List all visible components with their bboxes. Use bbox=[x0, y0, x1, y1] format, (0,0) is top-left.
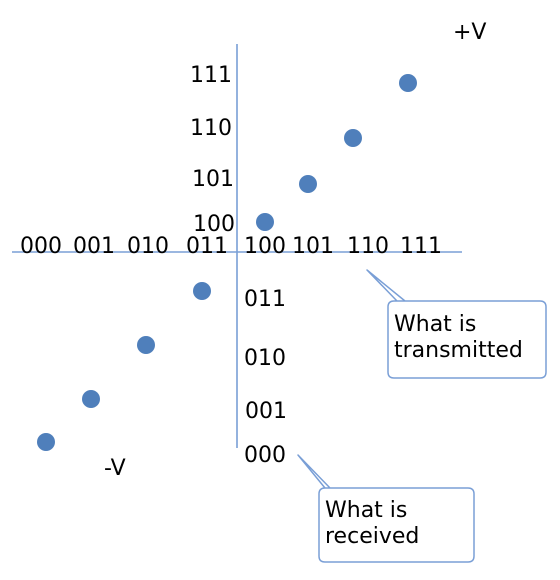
x-label-111: 111 bbox=[400, 234, 442, 259]
point-100 bbox=[256, 213, 274, 231]
point-011 bbox=[193, 282, 211, 300]
x-label-101: 101 bbox=[292, 234, 334, 259]
point-001 bbox=[82, 390, 100, 408]
minus-v-label: -V bbox=[104, 456, 126, 481]
point-111 bbox=[399, 74, 417, 92]
y-label-001: 001 bbox=[245, 399, 287, 424]
callout-received-text: What is received bbox=[325, 498, 420, 550]
callout-received-shape bbox=[297, 454, 475, 563]
y-label-101: 101 bbox=[192, 167, 234, 192]
x-label-001: 001 bbox=[73, 234, 115, 259]
x-label-110: 110 bbox=[347, 234, 389, 259]
x-label-011: 011 bbox=[186, 234, 228, 259]
x-label-000: 000 bbox=[20, 234, 62, 259]
point-110 bbox=[344, 129, 362, 147]
y-label-011: 011 bbox=[244, 287, 286, 312]
y-label-100: 100 bbox=[193, 212, 235, 237]
point-000 bbox=[37, 433, 55, 451]
y-label-010: 010 bbox=[244, 346, 286, 371]
point-101 bbox=[299, 175, 317, 193]
callout-transmitted-text: What is transmitted bbox=[394, 312, 523, 364]
data-points bbox=[37, 74, 417, 451]
x-label-100: 100 bbox=[244, 234, 286, 259]
y-label-000: 000 bbox=[244, 443, 286, 468]
plus-v-label: +V bbox=[453, 20, 487, 45]
callout-transmitted-shape bbox=[366, 269, 547, 379]
y-label-110: 110 bbox=[190, 116, 232, 141]
y-label-111: 111 bbox=[190, 63, 232, 88]
x-label-010: 010 bbox=[127, 234, 169, 259]
point-010 bbox=[137, 336, 155, 354]
